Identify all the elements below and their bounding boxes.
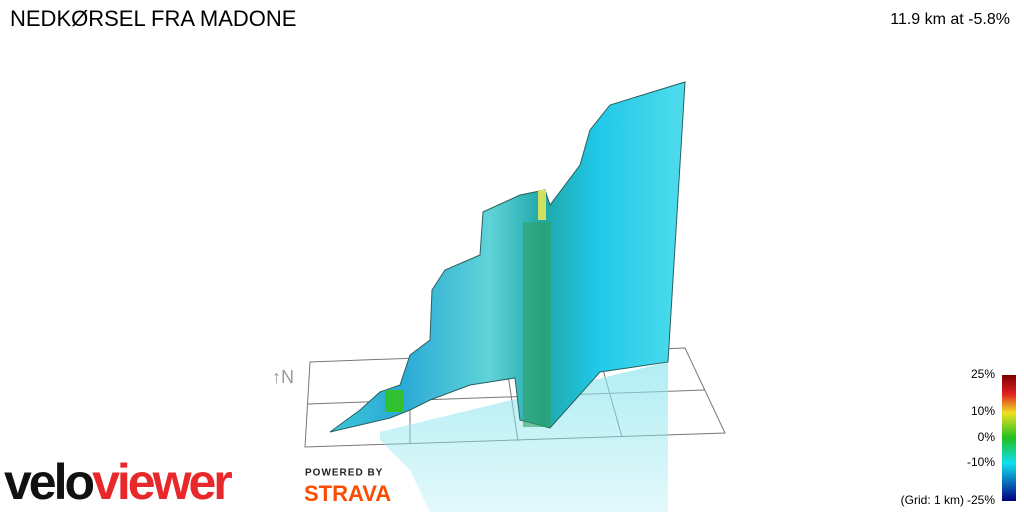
green-segment: [523, 222, 551, 427]
legend-label: 0%: [978, 430, 996, 444]
compass: ↑N: [272, 367, 294, 387]
legend-bar: [1002, 375, 1016, 501]
elevation-wall: [329, 81, 686, 433]
logo-part: velo: [4, 454, 94, 510]
logo-part: viewer: [92, 454, 232, 510]
grid-note: (Grid: 1 km): [901, 493, 964, 507]
legend: 25% 10% 0% -10% -25% (Grid: 1 km): [901, 367, 996, 507]
strava: STRAVA: [304, 481, 391, 506]
logo: veloviewer: [4, 454, 232, 510]
reflection: [380, 362, 668, 512]
stat: 11.9 km at -5.8%: [890, 11, 1010, 28]
legend-label: 10%: [971, 404, 995, 418]
title: NEDKØRSEL FRA MADONE: [10, 6, 296, 31]
powered-by: POWERED BY: [305, 468, 383, 479]
legend-label: -10%: [967, 455, 995, 469]
yellow-segment: [538, 190, 546, 220]
green-segment: [385, 390, 403, 412]
legend-label: 25%: [971, 367, 995, 381]
legend-label: -25%: [967, 493, 995, 507]
